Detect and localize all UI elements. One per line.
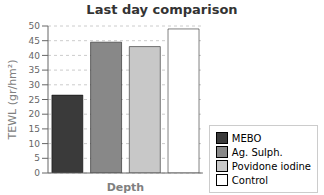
html-text:Control: Control <box>231 174 268 186</box>
svg-text:45: 45 <box>29 36 40 46</box>
svg-text:TEWL (gr/hm²): TEWL (gr/hm²) <box>8 59 19 140</box>
svg-text:Depth: Depth <box>107 181 145 194</box>
svg-text:40: 40 <box>29 51 41 61</box>
html-text:MEBO: MEBO <box>231 132 262 144</box>
svg-text:5: 5 <box>34 153 40 163</box>
svg-text:35: 35 <box>29 65 40 75</box>
html-text:Povidone iodine: Povidone iodine <box>231 160 311 172</box>
svg-text:10: 10 <box>29 139 41 149</box>
svg-text:15: 15 <box>29 124 40 134</box>
html-text:Last day comparison: Last day comparison <box>86 2 238 17</box>
svg-text:25: 25 <box>29 95 40 105</box>
html-text:Ag. Sulph.: Ag. Sulph. <box>231 146 283 158</box>
svg-text:0: 0 <box>34 168 40 178</box>
svg-text:50: 50 <box>29 21 41 31</box>
svg-text:30: 30 <box>29 80 41 90</box>
svg-text:20: 20 <box>29 109 41 119</box>
